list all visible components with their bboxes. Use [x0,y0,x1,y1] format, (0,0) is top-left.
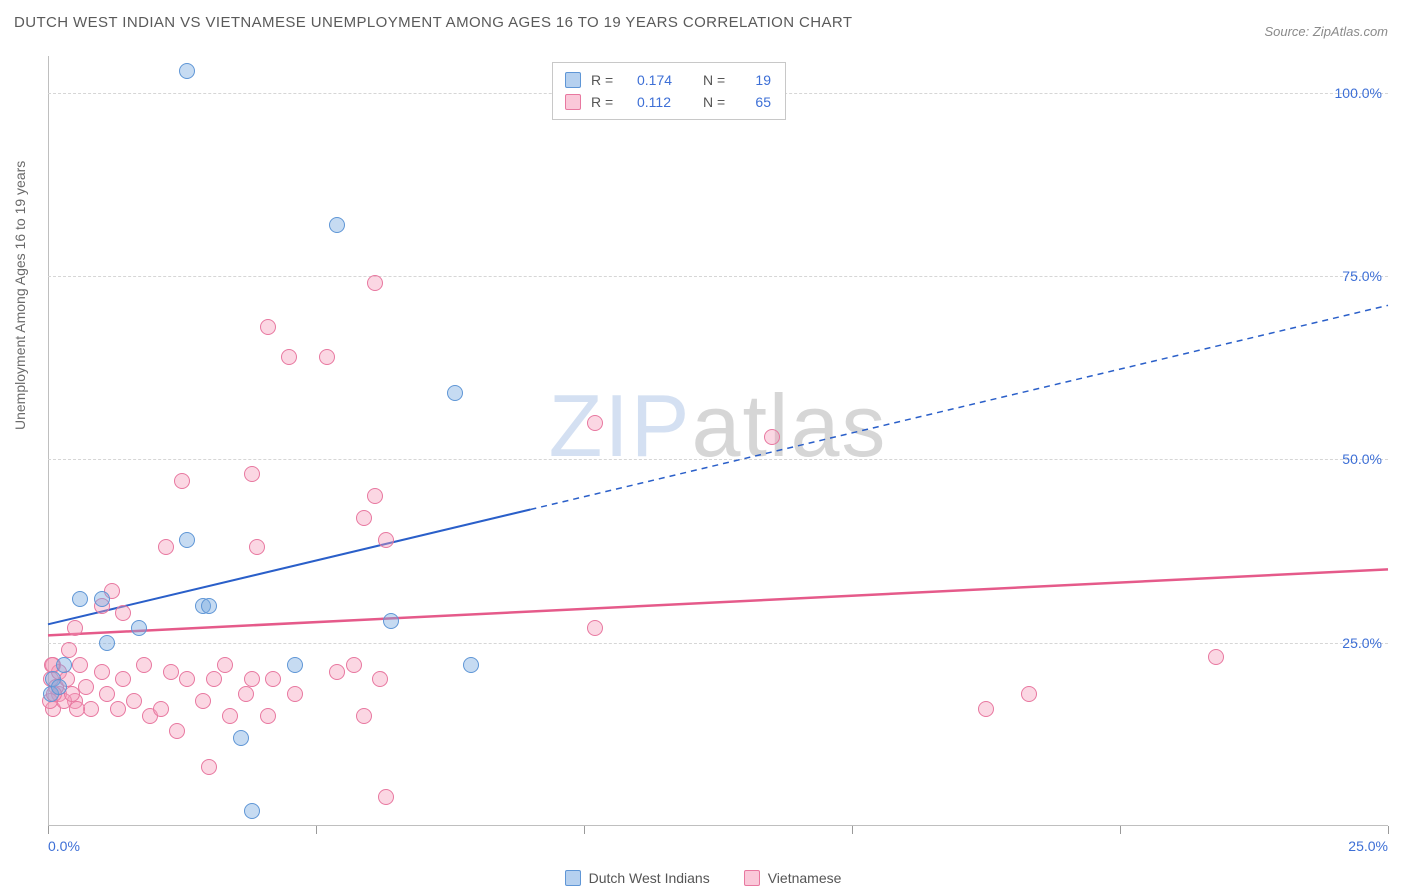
data-point [383,613,399,629]
n-label: N = [703,94,737,110]
data-point [78,679,94,695]
swatch-blue [565,72,581,88]
data-point [367,488,383,504]
data-point [463,657,479,673]
data-point [131,620,147,636]
legend-label: Vietnamese [768,870,842,886]
n-value: 65 [747,94,771,110]
data-point [153,701,169,717]
data-point [115,671,131,687]
data-point [244,671,260,687]
data-point [260,708,276,724]
data-point [72,591,88,607]
x-tick [852,826,853,834]
x-tick [584,826,585,834]
data-point [978,701,994,717]
data-point [378,789,394,805]
chart-title: DUTCH WEST INDIAN VS VIETNAMESE UNEMPLOY… [14,14,852,31]
legend-row-pink: R = 0.112 N = 65 [565,91,771,113]
data-point [233,730,249,746]
n-value: 19 [747,72,771,88]
swatch-pink [565,94,581,110]
data-point [115,605,131,621]
r-label: R = [591,94,627,110]
data-point [56,657,72,673]
data-point [201,759,217,775]
data-point [372,671,388,687]
source-attribution: Source: ZipAtlas.com [1264,24,1388,39]
data-point [61,642,77,658]
trend-lines [48,56,1388,826]
data-point [356,510,372,526]
trendline-blue-extrapolated [530,305,1388,509]
swatch-blue [565,870,581,886]
data-point [238,686,254,702]
data-point [195,693,211,709]
data-point [217,657,233,673]
data-point [356,708,372,724]
data-point [67,620,83,636]
data-point [69,701,85,717]
data-point [99,686,115,702]
data-point [329,664,345,680]
r-label: R = [591,72,627,88]
scatter-plot-area: ZIPatlas 25.0%50.0%75.0%100.0%0.0%25.0% [48,56,1388,826]
data-point [110,701,126,717]
data-point [163,664,179,680]
data-point [94,664,110,680]
data-point [126,693,142,709]
x-tick [1388,826,1389,834]
data-point [179,63,195,79]
r-value: 0.112 [637,94,693,110]
x-tick [316,826,317,834]
data-point [158,539,174,555]
r-value: 0.174 [637,72,693,88]
n-label: N = [703,72,737,88]
data-point [179,532,195,548]
legend-item-pink: Vietnamese [744,870,842,886]
legend-item-blue: Dutch West Indians [565,870,710,886]
data-point [1021,686,1037,702]
data-point [72,657,88,673]
trendline-pink [48,569,1388,635]
data-point [1208,649,1224,665]
data-point [329,217,345,233]
data-point [287,657,303,673]
data-point [51,679,67,695]
data-point [346,657,362,673]
data-point [287,686,303,702]
data-point [244,803,260,819]
data-point [378,532,394,548]
data-point [319,349,335,365]
data-point [94,591,110,607]
data-point [249,539,265,555]
data-point [174,473,190,489]
data-point [587,620,603,636]
data-point [447,385,463,401]
data-point [201,598,217,614]
data-point [136,657,152,673]
data-point [99,635,115,651]
data-point [260,319,276,335]
legend-row-blue: R = 0.174 N = 19 [565,69,771,91]
legend-label: Dutch West Indians [589,870,710,886]
x-tick [48,826,49,834]
data-point [281,349,297,365]
data-point [244,466,260,482]
data-point [206,671,222,687]
swatch-pink [744,870,760,886]
x-tick-label: 25.0% [1348,838,1388,854]
data-point [169,723,185,739]
x-tick-label: 0.0% [48,838,80,854]
data-point [222,708,238,724]
data-point [764,429,780,445]
correlation-legend: R = 0.174 N = 19 R = 0.112 N = 65 [552,62,786,120]
data-point [587,415,603,431]
data-point [265,671,281,687]
data-point [179,671,195,687]
data-point [367,275,383,291]
y-axis-label: Unemployment Among Ages 16 to 19 years [12,161,28,430]
x-tick [1120,826,1121,834]
series-legend: Dutch West Indians Vietnamese [0,870,1406,886]
